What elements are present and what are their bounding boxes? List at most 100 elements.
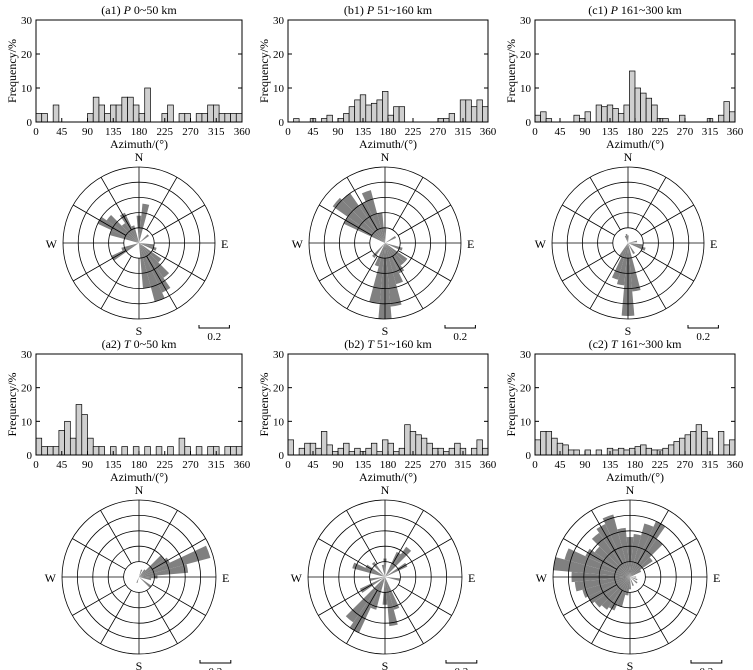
rose-petal [121,223,139,243]
y-axis-label: Frequency/% [5,373,19,437]
rose-diagram-c1: N S E W 0.2 [535,150,719,343]
histogram-bar [354,99,361,123]
x-axis-label: Azimuth/(°) [110,470,168,484]
rose-petal [119,212,139,243]
histogram-bar [207,446,214,456]
compass-west-label: W [291,571,303,585]
x-tick-label: 0 [532,126,538,138]
compass-east-label: E [468,571,475,585]
histogram-bar [178,113,186,123]
rose-spoke [152,584,206,616]
histogram-bar [376,451,383,456]
compass-south-label: S [627,659,634,670]
y-tick-label: 30 [520,349,532,361]
rose-petal [139,243,155,247]
rose-spoke [589,255,621,310]
rose-spoke [100,590,132,644]
histogram-bar [230,446,237,456]
histogram-bar [723,101,730,123]
x-axis-label: Azimuth/(°) [359,470,417,484]
histogram-bar [326,114,333,123]
histogram-bar [612,108,619,123]
rose-spoke [563,584,617,616]
rose-petal [358,201,385,243]
x-tick-label: 0 [285,126,291,138]
x-tick-label: 360 [480,126,497,138]
histogram-bar [679,114,686,123]
rose-petal [377,212,385,243]
histogram-bar [470,106,478,123]
y-tick-label: 10 [21,83,33,95]
rose-petal [369,243,385,304]
scale-bar-label: 0.2 [453,331,467,343]
compass-north-label: N [381,483,390,497]
rose-petal [342,193,385,243]
histogram-bar [293,118,300,123]
rose-petal [365,564,385,577]
histogram-bar [127,96,134,123]
chart-title-prefix: (b2) [344,337,367,351]
histogram-bar [370,442,378,456]
histogram-bar [465,99,472,123]
y-tick-label: 10 [273,416,285,428]
histogram-bar [104,113,111,123]
histogram-bar [315,447,322,456]
y-axis-label: Frequency/% [257,39,271,103]
x-tick-label: 90 [580,459,592,471]
rose-petal [136,577,139,583]
histogram-bar [41,113,48,123]
x-tick-label: 225 [652,126,669,138]
rose-petal [349,577,385,633]
x-tick-label: 180 [380,126,397,138]
y-tick-label: 20 [273,383,285,395]
chart-title-prefix: (c1) [588,3,610,17]
histogram-bar [155,446,163,456]
rose-petal [361,190,385,243]
rose-petal [136,215,142,243]
histogram-bar [320,118,328,123]
histogram-bar [115,104,123,123]
rose-petal [139,564,189,577]
histogram-bar [178,437,186,456]
rose-petal [385,562,408,577]
rose-petal [381,564,385,577]
chart-title: (a2) T 0~50 km [102,337,178,351]
histogram-bar [144,446,151,456]
histogram-bar [304,442,311,456]
rose-petal [383,558,387,577]
rose-petal [343,216,385,243]
histogram-a1: (a1) P 0~50 km 0 10 20 30 0 45 90 135 180 225 270 31… [5,3,251,151]
histogram-bar [69,437,77,456]
histogram-bar [138,113,146,123]
histogram-bar [432,447,439,456]
histogram-bar [332,451,339,456]
rose-petal [594,577,630,608]
histogram-bar [201,113,209,123]
rose-petal [385,243,402,307]
rose-petal [131,225,139,243]
rose-petal [139,569,146,577]
rose-petal [139,243,165,302]
histogram-bar [551,437,558,456]
rose-petal [139,545,211,577]
histogram-bar [612,449,619,456]
rose-spoke [392,590,424,644]
rose-petal [594,546,630,577]
x-tick-label: 360 [727,459,744,471]
rose-petal [139,243,171,293]
compass-north-label: N [381,150,390,164]
compass-south-label: S [382,324,389,338]
histogram-bar [87,437,94,456]
rose-petal [385,243,403,285]
compass-east-label: E [467,237,474,251]
compass-north-label: N [135,483,144,497]
chart-title: (c2) T 161~300 km [589,337,683,351]
y-tick-label: 0 [526,117,532,129]
chart-title-range: 51~160 km [374,337,432,351]
histogram-bar [398,447,406,456]
histogram-bar [35,437,43,456]
rose-petal [111,243,139,261]
histogram-bar [723,444,730,456]
rose-petal [385,243,405,266]
rose-petal [628,243,644,247]
